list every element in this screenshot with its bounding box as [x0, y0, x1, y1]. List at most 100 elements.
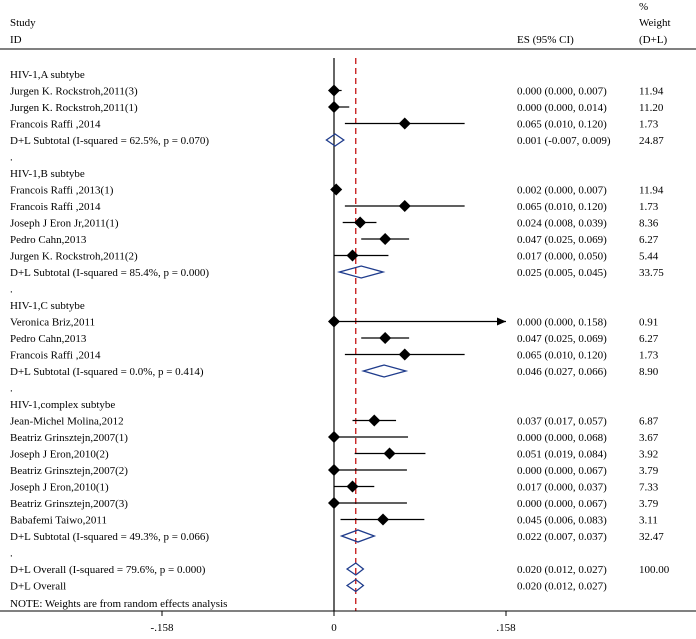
- weight-text: 11.20: [639, 102, 664, 114]
- weight-text: 3.79: [639, 498, 659, 510]
- row-dot: .: [10, 152, 13, 164]
- weight-text: 0.91: [639, 317, 658, 329]
- header-study: Study: [10, 17, 36, 29]
- group-label: HIV-1,B subtybe: [10, 168, 85, 180]
- weight-text: 1.73: [639, 201, 659, 213]
- header-es: ES (95% CI): [517, 34, 574, 46]
- effect-size-text: 0.065 (0.010, 0.120): [517, 350, 607, 362]
- row-dot: .: [10, 548, 13, 560]
- point-estimate: [346, 480, 359, 493]
- effect-size-text: 0.020 (0.012, 0.027): [517, 564, 607, 576]
- row-group: HIV-1,complex subtybe: [10, 399, 115, 411]
- study-label: D+L Subtotal (I-squared = 85.4%, p = 0.0…: [10, 267, 209, 279]
- row-study: Jurgen K. Rockstroh,2011(2) 0.017 (0.000,…: [10, 249, 659, 263]
- study-label: .: [10, 284, 13, 296]
- pooled-diamond: [325, 133, 345, 147]
- row-study: Joseph J Eron,2010(2) 0.051 (0.019, 0.084…: [10, 447, 658, 461]
- weight-text: 6.27: [639, 234, 659, 246]
- point-estimate: [330, 183, 343, 196]
- row-subtotal: D+L Overall 0.020 (0.012, 0.027): [10, 578, 607, 593]
- row-study: Jurgen K. Rockstroh,2011(3) 0.000 (0.000,…: [10, 84, 664, 98]
- row-study: Joseph J Eron,2010(1) 0.017 (0.000, 0.037…: [10, 480, 659, 494]
- effect-size-text: 0.047 (0.025, 0.069): [517, 333, 607, 345]
- footnote: NOTE: Weights are from random effects an…: [10, 598, 227, 610]
- point-estimate: [328, 464, 340, 476]
- effect-size-text: 0.047 (0.025, 0.069): [517, 234, 607, 246]
- effect-size-text: 0.000 (0.000, 0.067): [517, 498, 607, 510]
- point-estimate: [379, 332, 392, 344]
- row-group: HIV-1,C subtybe: [10, 300, 85, 312]
- study-label: Jurgen K. Rockstroh,2011(3): [10, 86, 138, 98]
- row-study: Jurgen K. Rockstroh,2011(1) 0.000 (0.000,…: [10, 101, 664, 114]
- effect-size-text: 0.037 (0.017, 0.057): [517, 416, 607, 428]
- effect-size-text: 0.017 (0.000, 0.037): [517, 482, 607, 494]
- effect-size-text: 0.002 (0.000, 0.007): [517, 185, 607, 197]
- study-label: .: [10, 152, 13, 164]
- effect-size-text: 0.022 (0.007, 0.037): [517, 531, 607, 543]
- effect-size-text: 0.000 (0.000, 0.067): [517, 465, 607, 477]
- row-group: HIV-1,A subtybe: [10, 69, 85, 81]
- study-label: Jurgen K. Rockstroh,2011(1): [10, 102, 138, 114]
- row-study: Francois Raffi ,2013(1) 0.002 (0.000, 0.0…: [10, 183, 664, 197]
- row-study: Beatriz Grinsztejn,2007(1) 0.000 (0.000, …: [10, 431, 659, 444]
- study-label: Beatriz Grinsztejn,2007(2): [10, 465, 128, 477]
- weight-text: 3.11: [639, 515, 658, 527]
- x-tick-label: 0: [331, 622, 337, 634]
- point-estimate: [346, 249, 359, 262]
- study-label: Francois Raffi ,2014: [10, 350, 101, 362]
- weight-text: 7.33: [639, 482, 659, 494]
- group-label: HIV-1,A subtybe: [10, 69, 85, 81]
- study-label: .: [10, 548, 13, 560]
- point-estimate: [398, 200, 411, 212]
- ci-arrow: [497, 317, 506, 326]
- pooled-diamond: [361, 364, 409, 378]
- row-subtotal: D+L Subtotal (I-squared = 49.3%, p = 0.0…: [10, 529, 664, 543]
- weight-text: 8.90: [639, 366, 659, 378]
- study-label: Francois Raffi ,2013(1): [10, 185, 114, 197]
- x-tick-label: .158: [496, 622, 516, 634]
- study-label: Joseph J Eron,2010(1): [10, 482, 109, 494]
- effect-size-text: 0.045 (0.006, 0.083): [517, 515, 607, 527]
- pooled-diamond: [345, 578, 365, 593]
- row-subtotal: D+L Subtotal (I-squared = 0.0%, p = 0.41…: [10, 364, 659, 378]
- weight-text: 6.87: [639, 416, 659, 428]
- row-study: Beatriz Grinsztejn,2007(2) 0.000 (0.000, …: [10, 464, 659, 477]
- weight-text: 11.94: [639, 86, 664, 98]
- weight-text: 6.27: [639, 333, 659, 345]
- row-study: Joseph J Eron Jr,2011(1) 0.024 (0.008, 0.…: [10, 216, 659, 230]
- header-weight-dl: (D+L): [639, 34, 668, 46]
- study-label: Jean-Michel Molina,2012: [10, 416, 124, 428]
- row-dot: .: [10, 383, 13, 395]
- point-estimate: [328, 84, 340, 97]
- study-label: Veronica Briz,2011: [10, 317, 95, 329]
- row-study: Pedro Cahn,2013 0.047 (0.025, 0.069) 6.27: [10, 332, 659, 345]
- point-estimate: [368, 414, 381, 427]
- point-estimate: [354, 216, 367, 229]
- study-label: Francois Raffi ,2014: [10, 201, 101, 213]
- row-study: Francois Raffi ,2014 0.065 (0.010, 0.120)…: [10, 117, 659, 131]
- header-id: ID: [10, 34, 22, 46]
- effect-size-text: 0.046 (0.027, 0.066): [517, 366, 607, 378]
- point-estimate: [379, 233, 392, 245]
- study-label: D+L Subtotal (I-squared = 0.0%, p = 0.41…: [10, 366, 204, 378]
- weight-text: 11.94: [639, 185, 664, 197]
- study-label: Babafemi Taiwo,2011: [10, 515, 107, 527]
- effect-size-text: 0.000 (0.000, 0.007): [517, 86, 607, 98]
- pooled-diamond: [339, 529, 377, 543]
- study-label: D+L Subtotal (I-squared = 49.3%, p = 0.0…: [10, 531, 209, 543]
- row-subtotal: D+L Overall (I-squared = 79.6%, p = 0.00…: [10, 562, 670, 576]
- effect-size-text: 0.000 (0.000, 0.158): [517, 317, 607, 329]
- study-label: D+L Subtotal (I-squared = 62.5%, p = 0.0…: [10, 135, 209, 147]
- point-estimate: [328, 101, 340, 113]
- header-weight: Weight: [639, 17, 671, 29]
- study-label: Jurgen K. Rockstroh,2011(2): [10, 251, 138, 263]
- weight-text: 8.36: [639, 218, 659, 230]
- effect-size-text: 0.001 (-0.007, 0.009): [517, 135, 611, 147]
- row-study: Francois Raffi ,2014 0.065 (0.010, 0.120)…: [10, 348, 659, 362]
- row-study: Veronica Briz,2011 0.000 (0.000, 0.158) 0.…: [10, 315, 658, 329]
- row-dot: .: [10, 284, 13, 296]
- point-estimate: [398, 348, 411, 361]
- study-label: Beatriz Grinsztejn,2007(1): [10, 432, 128, 444]
- weight-text: 24.87: [639, 135, 664, 147]
